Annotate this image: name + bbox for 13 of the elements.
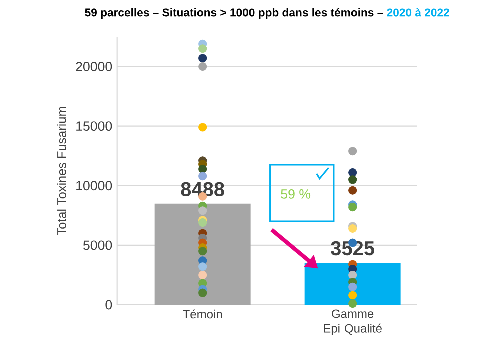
x-tick-label: Témoin: [183, 310, 222, 319]
y-tick-label: 15000: [76, 122, 112, 132]
chart-subtitle: 2020 à 2022: [387, 8, 450, 17]
data-label: 3525: [331, 241, 374, 256]
y-axis-title: Total Toxines Fusarium: [57, 107, 66, 236]
y-tick-label: 0: [106, 300, 112, 310]
y-tick-label: 20000: [76, 62, 112, 72]
y-tick-label: 10000: [76, 181, 112, 191]
y-tick-label: 5000: [84, 240, 112, 250]
chart-title: 59 parcelles – Situations > 1000 ppb dans les témoins –: [85, 8, 384, 19]
annotation: 59 %: [281, 190, 311, 199]
x-tick-label: Gamme Epi Qualité: [324, 310, 382, 336]
data-label: 8488: [181, 182, 224, 197]
